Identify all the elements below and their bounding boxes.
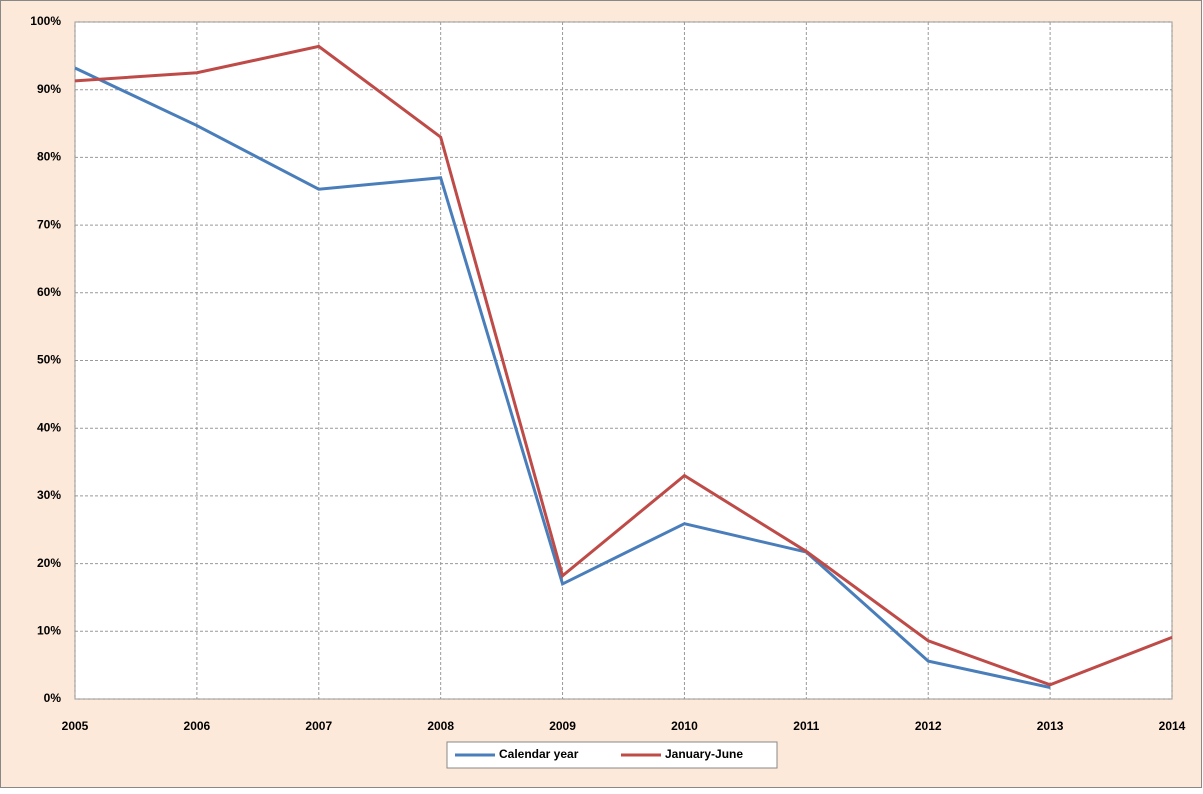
x-tick-label: 2012 [915,719,942,733]
x-tick-label: 2011 [793,719,819,733]
y-tick-label: 50% [37,353,61,367]
x-tick-label: 2007 [305,719,332,733]
legend-label: Calendar year [499,747,579,761]
y-tick-label: 100% [30,14,61,28]
y-tick-label: 30% [37,488,61,502]
x-tick-label: 2014 [1159,719,1186,733]
x-tick-label: 2008 [427,719,454,733]
y-tick-label: 10% [37,623,61,637]
x-tick-label: 2005 [62,719,89,733]
y-tick-label: 20% [37,556,61,570]
series-line [74,66,1051,689]
y-tick-label: 60% [37,285,61,299]
series-line [74,44,1173,687]
x-tick-label: 2009 [549,719,576,733]
y-tick-label: 0% [44,691,62,705]
x-tick-label: 2010 [671,719,698,733]
y-tick-label: 40% [37,420,61,434]
y-tick-label: 80% [37,150,61,164]
x-tick-label: 2013 [1037,719,1064,733]
y-tick-label: 70% [37,217,61,231]
x-tick-label: 2006 [184,719,211,733]
legend-label: January-June [665,747,743,761]
legend-box [446,741,778,769]
y-tick-label: 90% [37,82,61,96]
